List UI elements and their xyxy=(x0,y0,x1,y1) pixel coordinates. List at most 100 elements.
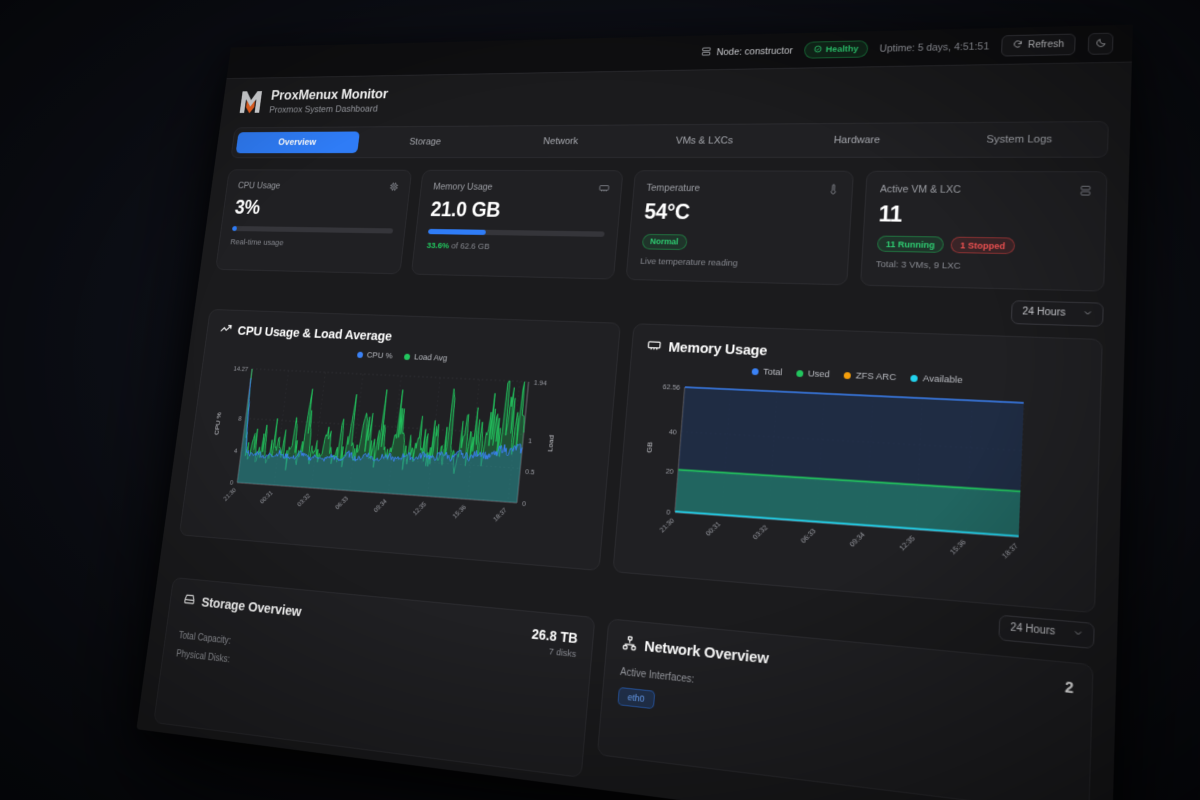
svg-text:09:34: 09:34 xyxy=(373,497,389,514)
svg-text:40: 40 xyxy=(669,428,678,436)
memory-percent-text: 33.6% xyxy=(426,240,450,251)
svg-text:4: 4 xyxy=(234,447,238,454)
tab-vms-lxcs[interactable]: VMs & LXCs xyxy=(675,135,734,147)
card-vms-value: 11 xyxy=(878,201,903,227)
svg-text:00:31: 00:31 xyxy=(705,520,723,538)
tab-storage[interactable]: Storage xyxy=(408,136,442,148)
card-temperature-label: Temperature xyxy=(646,182,701,194)
legend-dot-available xyxy=(910,374,918,382)
stat-card-row: CPU Usage 3% Real-time usage Memory Usag… xyxy=(200,158,1129,292)
card-memory-label: Memory Usage xyxy=(432,181,494,193)
legend-label-total: Total xyxy=(762,366,783,378)
memory-stick-icon xyxy=(598,182,610,198)
tab-system-logs[interactable]: System Logs xyxy=(986,133,1053,146)
node-indicator: Node: constructor xyxy=(701,44,794,58)
svg-text:15:36: 15:36 xyxy=(949,537,968,556)
svg-text:12:35: 12:35 xyxy=(412,500,428,517)
badge-running: 11 Running xyxy=(876,235,945,253)
temperature-status-badge: Normal xyxy=(641,233,688,250)
svg-text:21:30: 21:30 xyxy=(223,486,238,502)
card-vms-label: Active VM & LXC xyxy=(879,183,962,196)
svg-text:0: 0 xyxy=(230,479,234,486)
trending-up-icon xyxy=(219,322,233,339)
memory-total-text: of 62.6 GB xyxy=(448,241,491,252)
svg-text:62.56: 62.56 xyxy=(663,383,681,391)
refresh-label: Refresh xyxy=(1027,39,1065,51)
svg-text:21:30: 21:30 xyxy=(659,516,677,534)
svg-text:18:37: 18:37 xyxy=(492,506,509,523)
svg-text:1.94: 1.94 xyxy=(533,379,547,387)
server-icon xyxy=(701,46,712,58)
tab-overview[interactable]: Overview xyxy=(235,131,360,154)
svg-text:CPU %: CPU % xyxy=(212,411,223,435)
page-subtitle: Proxmox System Dashboard xyxy=(268,104,379,116)
card-memory-subtext: 33.6% of 62.6 GB xyxy=(426,241,603,254)
storage-total-capacity: 26.8 TB xyxy=(531,625,579,646)
memory-chart-title: Memory Usage xyxy=(667,338,768,359)
card-temperature-caption: Live temperature reading xyxy=(639,256,739,269)
status-badge-label: Healthy xyxy=(825,44,859,55)
svg-text:03:32: 03:32 xyxy=(752,523,770,541)
card-cpu-value: 3% xyxy=(233,196,262,219)
card-active-vm-lxc: Active VM & LXC 11 11 Running 1 Stopped … xyxy=(859,170,1108,292)
svg-text:06:33: 06:33 xyxy=(800,526,818,544)
legend-load-avg[interactable]: Load Avg xyxy=(403,351,448,364)
theme-toggle-button[interactable] xyxy=(1087,32,1114,55)
cpu-chip-icon xyxy=(388,181,399,196)
moon-icon xyxy=(1095,37,1107,50)
hard-drive-icon xyxy=(182,591,196,609)
refresh-button[interactable]: Refresh xyxy=(1000,33,1076,57)
legend-label-used: Used xyxy=(807,368,831,380)
card-temperature-value: 54°C xyxy=(643,199,691,224)
network-interface-pill[interactable]: eth0 xyxy=(617,686,655,709)
legend-label-available: Available xyxy=(922,372,963,386)
time-range-select-top[interactable]: 24 Hours xyxy=(1011,299,1104,327)
cpu-chart-canvas[interactable]: 0 4 8 14.27 0 0.5 1 1.94 21:30 00:31 03:32 06:33 09:… xyxy=(194,356,601,556)
storage-head-metrics: 26.8 TB 7 disks xyxy=(530,625,579,659)
tab-hardware[interactable]: Hardware xyxy=(833,134,881,146)
storage-panel-head: Storage Overview 26.8 TB 7 disks xyxy=(181,591,579,660)
tab-network[interactable]: Network xyxy=(542,136,579,147)
card-cpu-label: CPU Usage xyxy=(237,180,281,191)
network-interface-count: 2 xyxy=(1064,677,1074,696)
panel-cpu-chart: CPU Usage & Load Average CPU % Load Avg … xyxy=(178,308,622,571)
card-memory-value: 21.0 GB xyxy=(429,198,502,222)
cpu-progress-fill xyxy=(231,226,238,232)
svg-text:0: 0 xyxy=(522,500,527,508)
network-panel-title: Network Overview xyxy=(643,637,770,668)
panel-network-overview: Network Overview 2 Active Interfaces: et… xyxy=(596,617,1094,800)
svg-text:0.5: 0.5 xyxy=(525,469,535,477)
svg-text:1: 1 xyxy=(528,437,533,444)
memory-progress-fill xyxy=(428,228,487,236)
svg-text:14.27: 14.27 xyxy=(233,365,249,372)
svg-text:00:31: 00:31 xyxy=(259,489,274,505)
card-temperature: Temperature 54°C Normal Live temperature… xyxy=(625,170,854,285)
badge-stopped: 1 Stopped xyxy=(950,236,1015,255)
proxmenux-m-logo xyxy=(238,89,264,114)
legend-available[interactable]: Available xyxy=(910,372,963,385)
chevron-down-icon xyxy=(1083,308,1093,320)
card-memory-usage: Memory Usage 21.0 GB 33.6% of 62.6 GB xyxy=(411,169,624,280)
memory-chart-canvas[interactable]: 0 20 40 62.56 21:30 00:31 03:32 06:33 09:34 12:35… xyxy=(630,375,1083,597)
time-range-value-mid: 24 Hours xyxy=(1010,622,1056,638)
legend-dot-total xyxy=(751,367,759,375)
card-cpu-usage: CPU Usage 3% Real-time usage xyxy=(215,169,413,274)
panel-memory-chart: Memory Usage Total Used ZFS ARC xyxy=(612,322,1103,613)
legend-zfs-arc[interactable]: ZFS ARC xyxy=(843,370,897,383)
chevron-down-icon xyxy=(1073,627,1084,641)
legend-cpu-pct[interactable]: CPU % xyxy=(356,349,393,361)
legend-dot-used xyxy=(795,369,804,377)
legend-dot-cpu xyxy=(356,351,364,358)
network-panel-body-spacer xyxy=(614,705,1071,799)
legend-label-load: Load Avg xyxy=(413,351,448,364)
vms-badge-row: 11 Running 1 Stopped xyxy=(876,235,1090,256)
panel-storage-overview: Storage Overview 26.8 TB 7 disks Total C… xyxy=(153,576,596,778)
network-icon xyxy=(622,634,638,654)
svg-text:8: 8 xyxy=(238,415,242,422)
server-stack-icon xyxy=(1079,184,1092,202)
legend-used[interactable]: Used xyxy=(795,368,831,380)
status-badge-healthy: Healthy xyxy=(803,40,869,59)
svg-text:20: 20 xyxy=(665,468,674,476)
legend-total[interactable]: Total xyxy=(751,366,783,378)
